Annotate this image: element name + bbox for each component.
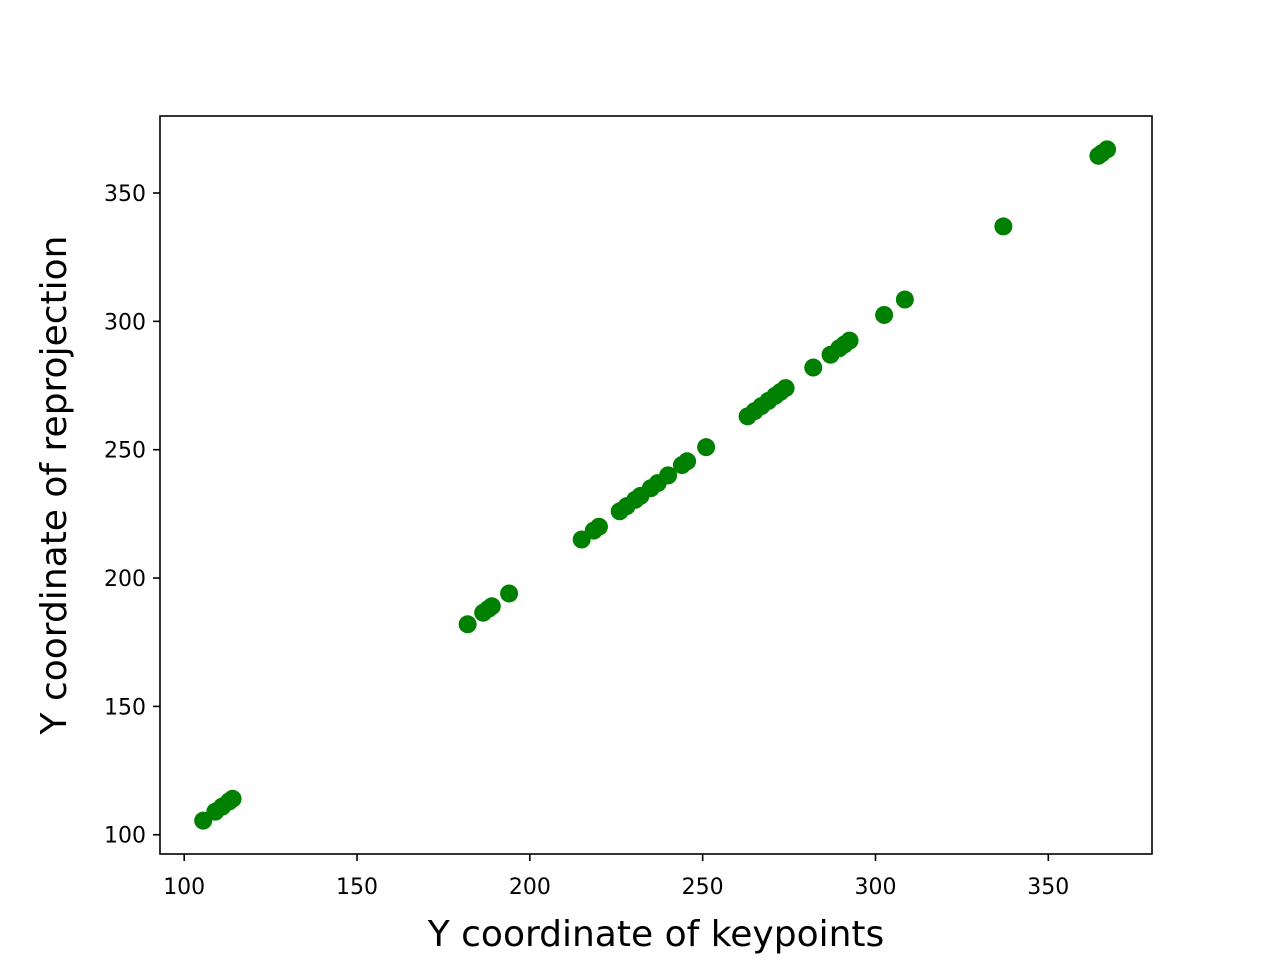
x-tick-label: 250 [682, 875, 724, 900]
y-tick-label: 150 [104, 695, 146, 720]
points-layer [194, 140, 1117, 830]
x-axis-label: Y coordinate of keypoints [427, 914, 885, 955]
y-tick-label: 350 [104, 182, 146, 207]
data-point [482, 597, 501, 616]
x-tick-label: 100 [163, 875, 205, 900]
data-point [840, 331, 859, 350]
y-axis-label: Y coordinate of reprojection [34, 236, 75, 736]
data-point [895, 290, 914, 309]
x-axis-ticks: 100 150 200 250 300 350 [163, 854, 1069, 900]
y-tick-label: 300 [104, 310, 146, 335]
data-point [659, 466, 678, 485]
data-point [500, 584, 519, 603]
x-tick-label: 350 [1027, 875, 1069, 900]
y-tick-label: 250 [104, 439, 146, 464]
y-axis-ticks: 100 150 200 250 300 350 [104, 182, 160, 849]
data-point [589, 517, 608, 536]
x-tick-label: 150 [336, 875, 378, 900]
data-point [776, 379, 795, 398]
y-tick-label: 200 [104, 567, 146, 592]
x-tick-label: 200 [509, 875, 551, 900]
data-point [223, 789, 242, 808]
data-point [875, 305, 894, 324]
x-tick-label: 300 [854, 875, 896, 900]
plot-frame [159, 115, 1153, 855]
data-point [1098, 140, 1117, 159]
data-point [697, 438, 716, 457]
data-point [994, 217, 1013, 236]
data-point [678, 452, 697, 471]
data-point [804, 358, 823, 377]
data-point [458, 615, 477, 634]
y-tick-label: 100 [104, 824, 146, 849]
